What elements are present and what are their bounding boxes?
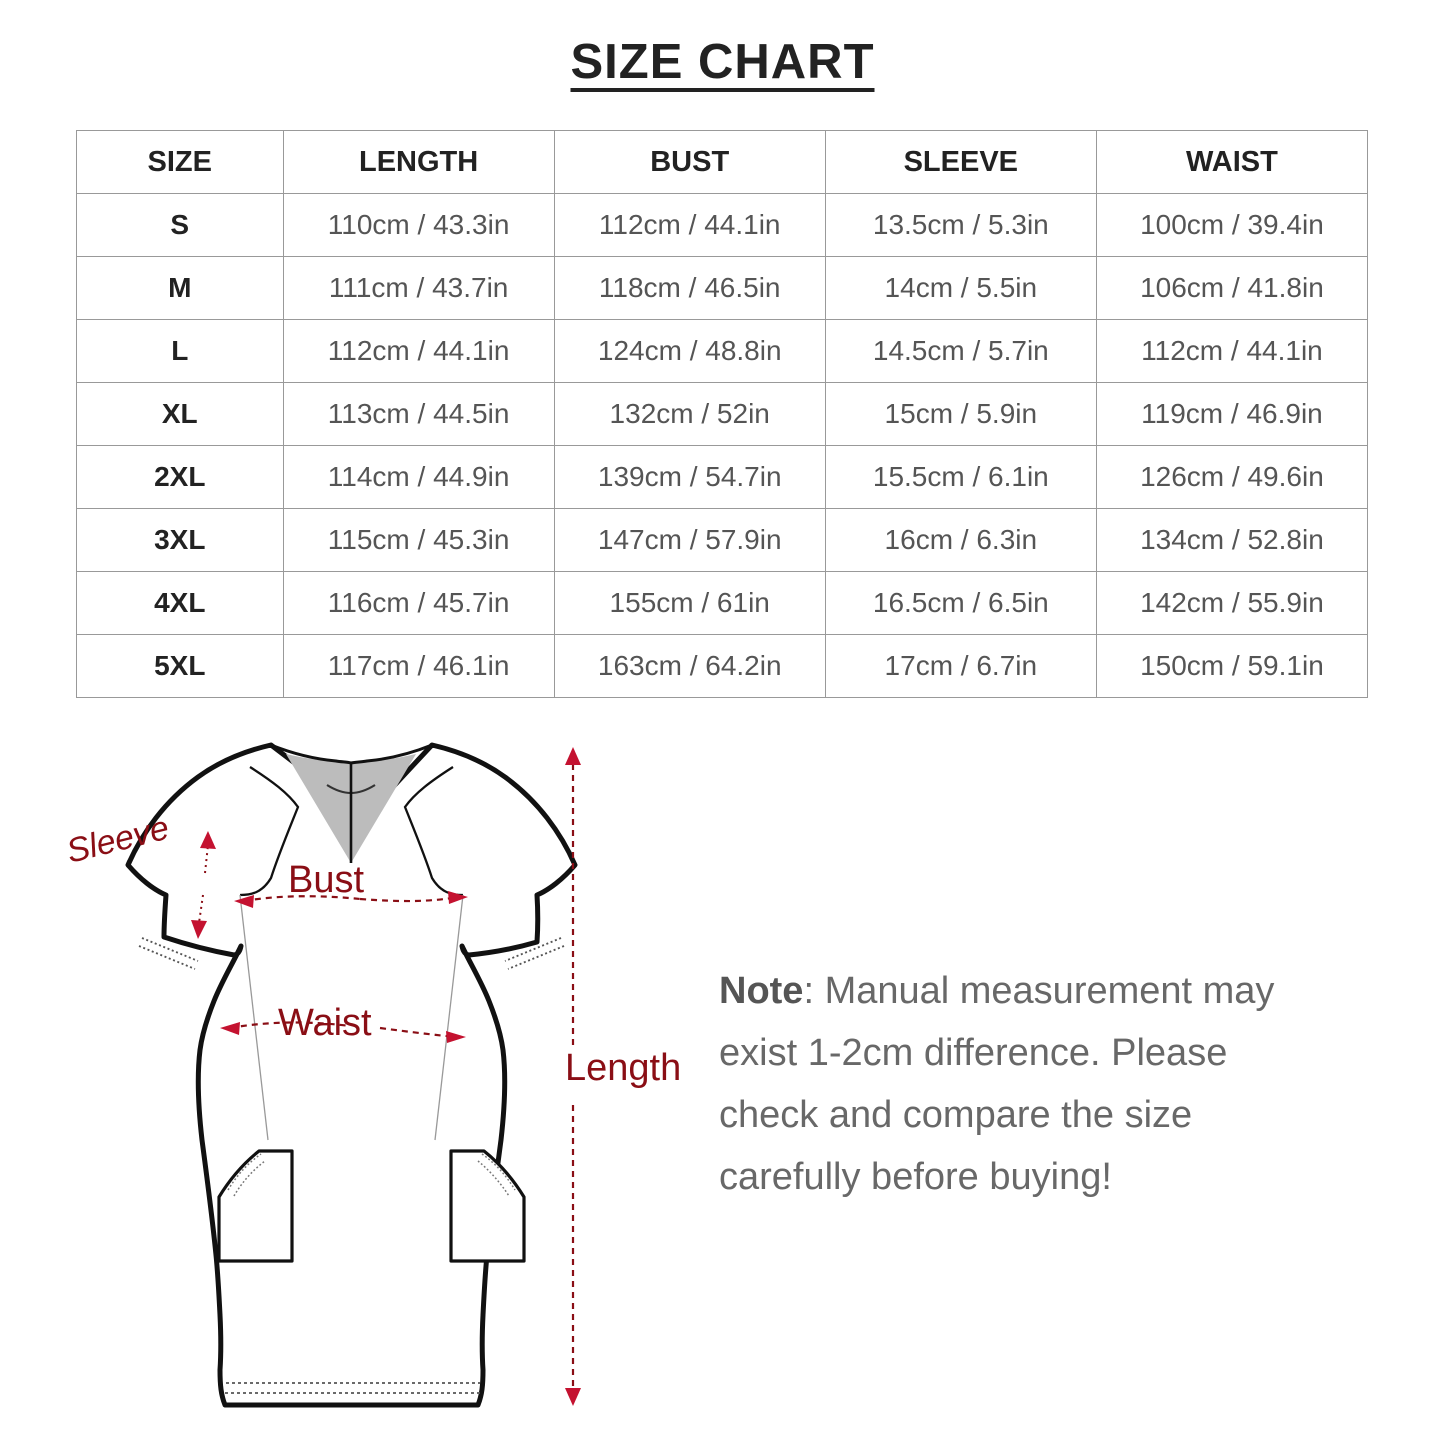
svg-text:Waist: Waist [278, 1002, 372, 1044]
svg-text:Length: Length [565, 1047, 681, 1089]
svg-text:Bust: Bust [288, 859, 364, 901]
